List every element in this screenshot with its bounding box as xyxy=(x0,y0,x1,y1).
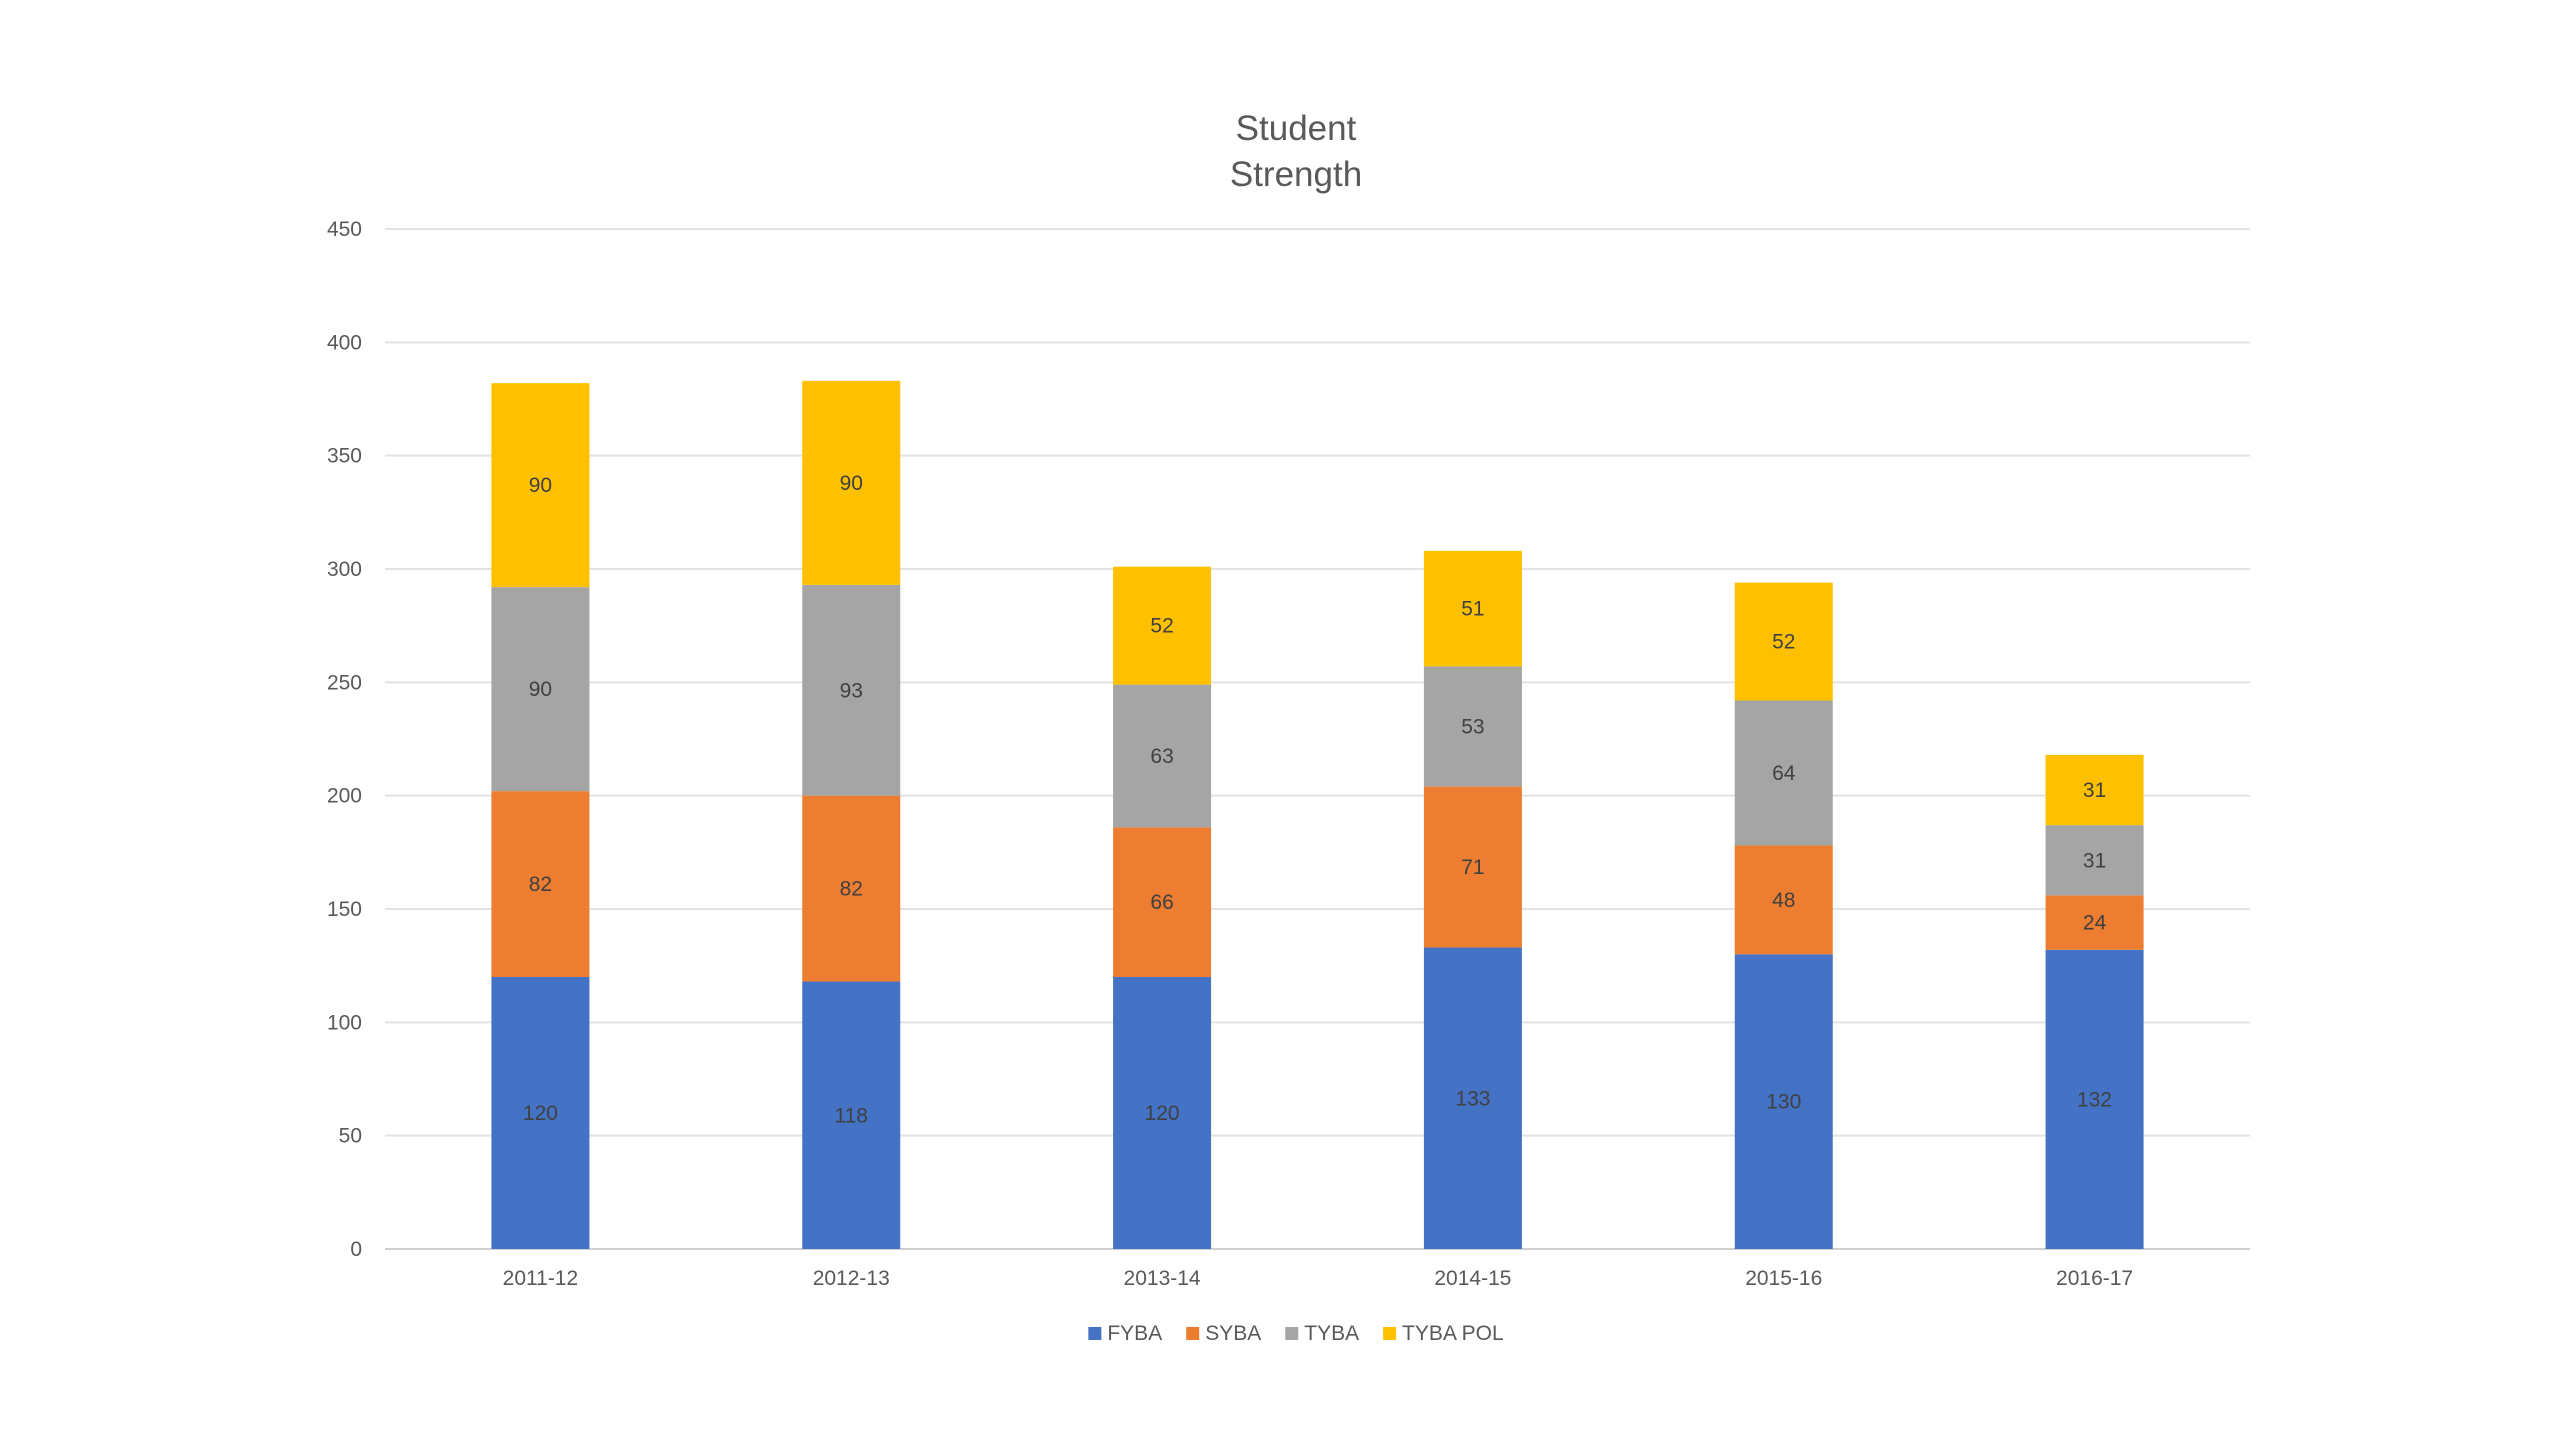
data-label: 31 xyxy=(2083,849,2106,872)
y-tick-label: 100 xyxy=(327,1011,362,1034)
y-tick-label: 150 xyxy=(327,898,362,921)
y-tick-label: 300 xyxy=(327,558,362,581)
data-label: 118 xyxy=(835,1104,868,1127)
data-label: 82 xyxy=(529,873,552,896)
legend-label: SYBA xyxy=(1205,1322,1261,1345)
data-label: 130 xyxy=(1766,1091,1801,1114)
data-label: 90 xyxy=(529,678,552,701)
chart-title-line: Strength xyxy=(1230,155,1362,194)
chart-title: Student Strength xyxy=(1230,109,1362,194)
bar-segment-fyba xyxy=(802,981,901,1249)
bar-segment-tyba-pol xyxy=(1423,550,1522,667)
y-tick-label: 200 xyxy=(327,785,362,808)
bar-segment-tyba-pol xyxy=(802,380,901,585)
bar-segment-syba xyxy=(1734,845,1833,955)
data-label: 51 xyxy=(1461,598,1484,621)
x-axis-ticks: 2011-12 2012-13 2013-14 2014-15 2015-16 2016-… xyxy=(503,1267,2133,1290)
bar-segment-fyba xyxy=(1423,947,1522,1249)
legend: FYBA SYBA TYBA TYBA POL xyxy=(1088,1322,1504,1345)
x-tick-label: 2011-12 xyxy=(503,1267,579,1290)
y-tick-label: 250 xyxy=(327,671,362,694)
legend-item: TYBA POL xyxy=(1383,1322,1504,1345)
legend-swatch xyxy=(1383,1327,1397,1340)
data-label: 52 xyxy=(1150,615,1173,638)
y-tick-label: 50 xyxy=(339,1125,362,1148)
legend-swatch xyxy=(1186,1327,1200,1340)
legend-item: TYBA xyxy=(1285,1322,1359,1345)
bar-segment-tyba xyxy=(802,584,901,796)
legend-label: TYBA POL xyxy=(1402,1322,1504,1345)
data-label: 52 xyxy=(1772,631,1795,654)
chart-title-line: Student xyxy=(1236,109,1357,148)
bar-segment-fyba xyxy=(1734,954,1833,1249)
x-tick-label: 2015-16 xyxy=(1745,1267,1822,1290)
data-label: 64 xyxy=(1772,762,1796,785)
data-label: 24 xyxy=(2083,912,2107,935)
x-tick-label: 2012-13 xyxy=(813,1267,890,1290)
data-labels: 120 82 90 90 118 82 93 90 120 66 63 52 133 71 53 51 130 4… xyxy=(523,472,2112,1127)
bar-segment-syba xyxy=(1423,786,1522,948)
bar-segment-tyba xyxy=(1734,700,1833,846)
legend-label: FYBA xyxy=(1107,1322,1162,1345)
bar-segment-fyba xyxy=(2045,949,2144,1249)
data-label: 63 xyxy=(1150,745,1173,768)
bar-segment-tyba xyxy=(1113,684,1212,828)
y-tick-label: 400 xyxy=(327,331,362,354)
data-label: 53 xyxy=(1461,716,1484,739)
y-tick-label: 350 xyxy=(327,445,362,468)
y-axis-ticks: 0 50 100 150 200 250 300 350 400 450 xyxy=(327,218,362,1261)
bars xyxy=(491,380,2144,1249)
legend-label: TYBA xyxy=(1304,1322,1359,1345)
y-tick-label: 450 xyxy=(327,218,362,241)
bar-segment-tyba-pol xyxy=(1113,566,1212,685)
y-tick-label: 0 xyxy=(350,1238,362,1261)
data-label: 93 xyxy=(840,679,863,702)
data-label: 90 xyxy=(840,472,863,495)
data-label: 132 xyxy=(2077,1088,2112,1111)
data-label: 71 xyxy=(1461,856,1484,879)
legend-item: SYBA xyxy=(1186,1322,1261,1345)
bar-segment-tyba-pol xyxy=(491,383,590,588)
data-label: 31 xyxy=(2083,779,2106,802)
x-tick-label: 2013-14 xyxy=(1124,1267,1201,1290)
bar-segment-tyba-pol xyxy=(2045,754,2144,826)
legend-swatch xyxy=(1088,1327,1102,1340)
x-tick-label: 2014-15 xyxy=(1434,1267,1511,1290)
data-label: 66 xyxy=(1150,891,1173,914)
bar-segment-syba xyxy=(802,795,901,982)
bar-segment-tyba-pol xyxy=(1734,582,1833,701)
bar-segment-syba xyxy=(2045,895,2144,950)
bar-segment-syba xyxy=(491,791,590,977)
legend-swatch xyxy=(1285,1327,1299,1340)
gridlines xyxy=(385,228,2250,1250)
data-label: 90 xyxy=(529,474,552,497)
bar-segment-fyba xyxy=(491,977,590,1249)
data-label: 120 xyxy=(1145,1102,1180,1125)
legend-item: FYBA xyxy=(1088,1322,1162,1345)
bar-segment-tyba xyxy=(1423,666,1522,787)
data-label: 133 xyxy=(1455,1087,1490,1110)
bar-segment-syba xyxy=(1113,827,1212,977)
data-label: 82 xyxy=(840,878,863,901)
data-label: 48 xyxy=(1772,889,1795,912)
bar-segment-tyba xyxy=(491,587,590,792)
x-tick-label: 2016-17 xyxy=(2056,1267,2133,1290)
bar-segment-fyba xyxy=(1113,977,1212,1249)
bar-segment-tyba xyxy=(2045,825,2144,896)
data-label: 120 xyxy=(523,1102,558,1125)
